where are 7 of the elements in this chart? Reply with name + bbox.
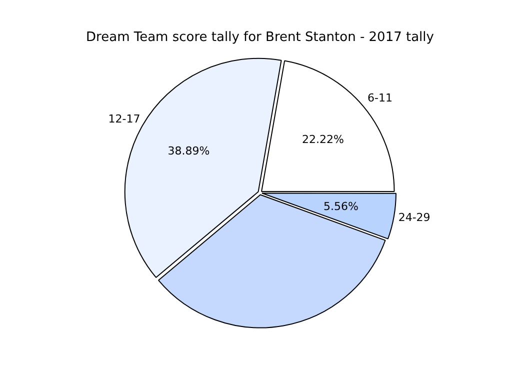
chart-title: Dream Team score tally for Brent Stanton - 2017 tally — [86, 30, 434, 46]
data-label: 38.89% — [168, 144, 210, 158]
data-label: 22.22% — [302, 132, 344, 146]
data-label: 5.56% — [324, 200, 358, 213]
slice-label: 6-11 — [368, 91, 393, 104]
slice-label: 24-29 — [398, 211, 430, 224]
slice-label: 12-17 — [108, 112, 140, 126]
